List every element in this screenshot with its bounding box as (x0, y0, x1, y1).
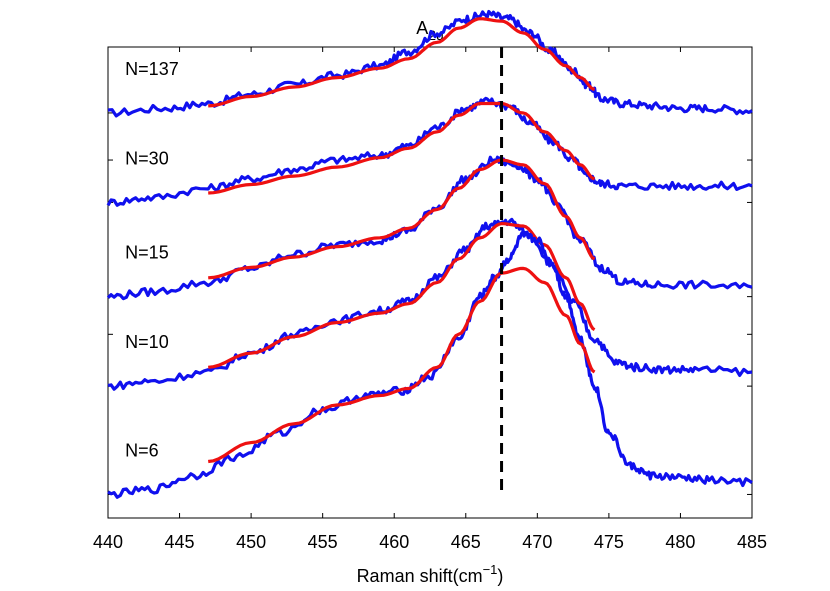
x-axis: 440 445 450 455 460 465 470 475 480 485 (93, 47, 767, 552)
series-label-n6: N=6 (125, 440, 159, 460)
chart-title-main: A (416, 18, 428, 38)
x-tick-label-450: 450 (236, 532, 266, 552)
x-axis-title-suffix: ) (497, 566, 503, 586)
x-axis-title: Raman shift(cm−1) (357, 562, 504, 586)
x-tick-label-465: 465 (451, 532, 481, 552)
fit-line-n15 (208, 158, 596, 280)
series-label-n137: N=137 (125, 59, 179, 79)
series-label-n10: N=10 (125, 332, 169, 352)
y-ticks (108, 112, 752, 495)
series-label-n15: N=15 (125, 243, 169, 263)
x-axis-title-superscript: −1 (483, 562, 498, 577)
fit-line-n10 (208, 221, 596, 369)
fit-line-n6 (207, 266, 596, 464)
x-tick-label-480: 480 (665, 532, 695, 552)
raw-line-n6 (107, 230, 753, 499)
plot-area-frame (107, 46, 753, 519)
x-tick-label-455: 455 (308, 532, 338, 552)
raw-line-n30 (106, 96, 753, 207)
x-axis-title-main: Raman shift(cm (357, 566, 483, 586)
raw-line-n15 (106, 155, 753, 301)
fit-line-n30 (208, 101, 596, 195)
x-tick-label-485: 485 (737, 532, 767, 552)
fit-line-n137 (208, 17, 596, 108)
x-tick-label-475: 475 (594, 532, 624, 552)
series-layer (106, 9, 753, 499)
x-tick-label-460: 460 (379, 532, 409, 552)
x-tick-label-470: 470 (522, 532, 552, 552)
series-labels: N=137 N=30 N=15 N=10 N=6 (125, 59, 179, 461)
series-label-n30: N=30 (125, 148, 169, 168)
x-tick-label-440: 440 (93, 532, 123, 552)
raw-line-n10 (107, 217, 753, 391)
x-tick-label-445: 445 (165, 532, 195, 552)
